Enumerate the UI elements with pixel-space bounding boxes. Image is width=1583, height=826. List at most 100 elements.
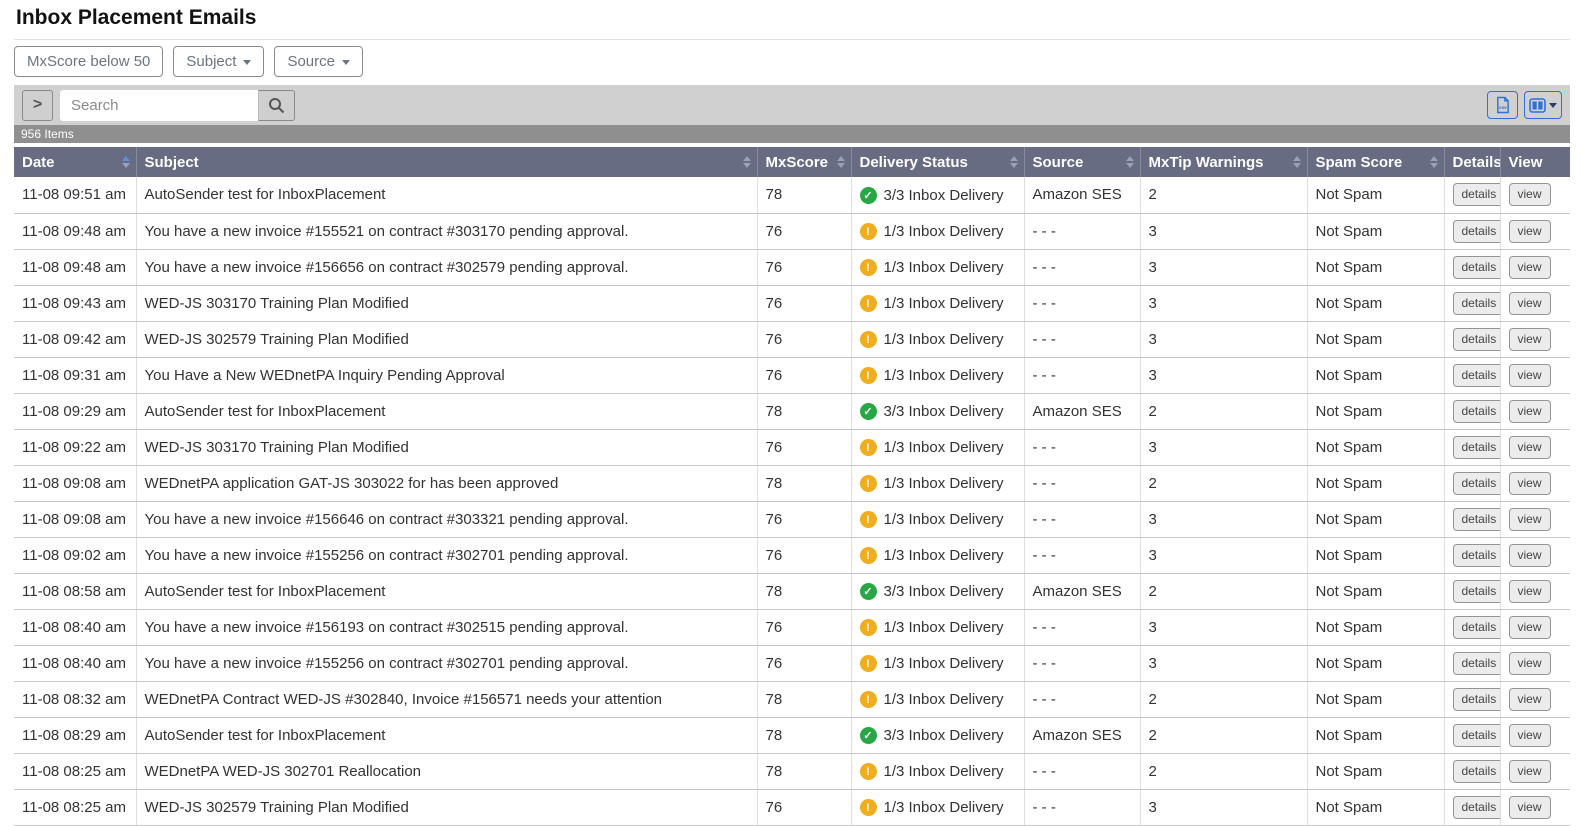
details-button[interactable]: details — [1452, 651, 1499, 675]
details-button[interactable]: details — [1452, 795, 1499, 819]
details-button[interactable]: details — [1452, 759, 1499, 783]
details-button[interactable]: details — [1452, 615, 1499, 639]
column-header-subject[interactable]: Subject — [136, 147, 758, 177]
view-cell: view — [1500, 789, 1570, 826]
details-cell: details — [1444, 393, 1501, 430]
view-button[interactable]: view — [1508, 327, 1551, 351]
view-button[interactable]: view — [1508, 615, 1551, 639]
details-button[interactable]: details — [1452, 255, 1499, 279]
details-button[interactable]: details — [1452, 687, 1499, 711]
column-chooser-button[interactable] — [1524, 91, 1562, 119]
subject-cell: AutoSender test for InboxPlacement — [136, 393, 758, 430]
source-cell: - - - — [1024, 321, 1141, 358]
view-button[interactable]: view — [1508, 255, 1551, 279]
date-cell: 11-08 09:42 am — [14, 321, 137, 358]
details-button[interactable]: details — [1452, 399, 1499, 423]
view-cell: view — [1500, 177, 1570, 214]
column-header-mxtip-warnings[interactable]: MxTip Warnings — [1140, 147, 1308, 177]
expand-panel-button[interactable]: > — [22, 89, 53, 121]
view-button[interactable]: view — [1508, 687, 1551, 711]
details-button[interactable]: details — [1452, 579, 1499, 603]
exclamation-circle-icon: ! — [859, 439, 877, 457]
spam-score-cell: Not Spam — [1307, 213, 1445, 250]
delivery-status-label: 1/3 Inbox Delivery — [883, 799, 1004, 817]
view-button[interactable]: view — [1508, 651, 1551, 675]
filter-subject-dropdown[interactable]: Subject — [173, 46, 265, 77]
details-button[interactable]: details — [1452, 471, 1499, 495]
delivery-status-label: 1/3 Inbox Delivery — [883, 295, 1004, 313]
details-cell: details — [1444, 285, 1501, 322]
view-button[interactable]: view — [1508, 723, 1551, 747]
details-button[interactable]: details — [1452, 507, 1499, 531]
mxscore-cell: 76 — [757, 537, 852, 574]
date-cell: 11-08 08:25 am — [14, 789, 137, 826]
view-button[interactable]: view — [1508, 435, 1551, 459]
mxscore-cell: 76 — [757, 645, 852, 682]
column-header-delivery-status[interactable]: Delivery Status — [851, 147, 1025, 177]
column-chooser-icon — [1529, 97, 1546, 113]
details-button[interactable]: details — [1452, 183, 1499, 207]
table-header-row: Date Subject MxScore Delivery Status Sou… — [14, 147, 1570, 177]
details-cell: details — [1444, 681, 1501, 718]
column-header-source[interactable]: Source — [1024, 147, 1141, 177]
details-button[interactable]: details — [1452, 363, 1499, 387]
table-row: 11-08 09:31 am You Have a New WEDnetPA I… — [14, 357, 1570, 394]
details-button[interactable]: details — [1452, 219, 1499, 243]
details-button[interactable]: details — [1452, 543, 1499, 567]
search-button[interactable] — [258, 89, 295, 121]
export-csv-button[interactable]: csv — [1487, 91, 1518, 119]
details-button[interactable]: details — [1452, 327, 1499, 351]
subject-cell: You have a new invoice #156656 on contra… — [136, 249, 758, 286]
table-row: 11-08 08:40 am You have a new invoice #1… — [14, 645, 1570, 682]
view-button[interactable]: view — [1508, 363, 1551, 387]
view-button[interactable]: view — [1508, 507, 1551, 531]
search-input[interactable] — [60, 89, 258, 121]
delivery-status-label: 1/3 Inbox Delivery — [883, 259, 1004, 277]
view-button[interactable]: view — [1508, 543, 1551, 567]
table-row: 11-08 08:25 am WED-JS 302579 Training Pl… — [14, 789, 1570, 826]
column-header-mxscore[interactable]: MxScore — [757, 147, 852, 177]
details-button[interactable]: details — [1452, 291, 1499, 315]
view-cell: view — [1500, 753, 1570, 790]
mxtip-warnings-cell: 2 — [1140, 573, 1308, 610]
mxtip-warnings-cell: 3 — [1140, 285, 1308, 322]
table-row: 11-08 09:48 am You have a new invoice #1… — [14, 249, 1570, 286]
search-group — [60, 89, 295, 121]
view-button[interactable]: view — [1508, 759, 1551, 783]
mxscore-cell: 78 — [757, 573, 852, 610]
delivery-status-label: 1/3 Inbox Delivery — [883, 475, 1004, 493]
view-button[interactable]: view — [1508, 579, 1551, 603]
column-header-label: Delivery Status — [859, 153, 968, 171]
exclamation-circle-icon: ! — [859, 691, 877, 709]
filter-source-dropdown[interactable]: Source — [274, 46, 363, 77]
view-button[interactable]: view — [1508, 219, 1551, 243]
mxtip-warnings-cell: 2 — [1140, 177, 1308, 214]
column-header-date[interactable]: Date — [14, 147, 137, 177]
details-button[interactable]: details — [1452, 435, 1499, 459]
details-cell: details — [1444, 213, 1501, 250]
subject-cell: You have a new invoice #156646 on contra… — [136, 501, 758, 538]
view-button[interactable]: view — [1508, 291, 1551, 315]
delivery-status-label: 3/3 Inbox Delivery — [883, 583, 1004, 600]
exclamation-circle-icon: ! — [859, 799, 877, 817]
details-button[interactable]: details — [1452, 723, 1499, 747]
subject-cell: You have a new invoice #155256 on contra… — [136, 645, 758, 682]
table-row: 11-08 08:25 am WEDnetPA WED-JS 302701 Re… — [14, 753, 1570, 790]
spam-score-cell: Not Spam — [1307, 753, 1445, 790]
view-button[interactable]: view — [1508, 795, 1551, 819]
delivery-status-label: 1/3 Inbox Delivery — [883, 223, 1004, 241]
column-header-spam-score[interactable]: Spam Score — [1307, 147, 1445, 177]
mxscore-cell: 78 — [757, 465, 852, 502]
view-button[interactable]: view — [1508, 183, 1551, 207]
view-button[interactable]: view — [1508, 399, 1551, 423]
emails-table: Date Subject MxScore Delivery Status Sou… — [14, 147, 1570, 826]
date-cell: 11-08 08:29 am — [14, 717, 137, 754]
mxtip-warnings-cell: 3 — [1140, 645, 1308, 682]
table-toolbar: > csv — [14, 85, 1570, 125]
view-cell: view — [1500, 681, 1570, 718]
filter-mxscore-below-50[interactable]: MxScore below 50 — [14, 46, 164, 77]
date-cell: 11-08 09:08 am — [14, 465, 137, 502]
exclamation-circle-icon: ! — [859, 511, 877, 529]
view-button[interactable]: view — [1508, 471, 1551, 495]
